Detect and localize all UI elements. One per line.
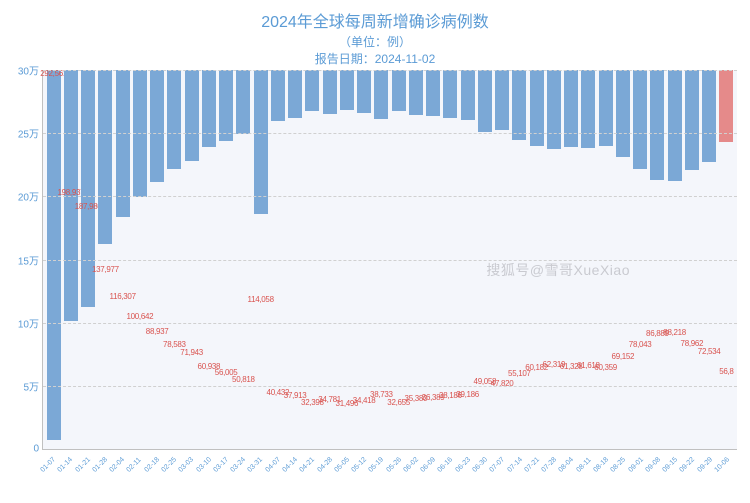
x-axis-labels: 01-0701-1401-2101-2802-0402-1102-1802-25… xyxy=(42,450,737,498)
bar xyxy=(236,70,250,134)
y-axis-label: 25万 xyxy=(3,126,39,141)
bar xyxy=(305,70,319,111)
bar xyxy=(478,70,492,132)
bar xyxy=(685,70,699,170)
bar xyxy=(599,70,613,146)
bar xyxy=(443,70,457,118)
bar xyxy=(392,70,406,111)
bar xyxy=(271,70,285,121)
bar xyxy=(340,70,354,110)
bar xyxy=(116,70,130,217)
bar xyxy=(254,70,268,214)
bar xyxy=(374,70,388,119)
y-axis-label: 30万 xyxy=(3,63,39,78)
y-axis-label: 15万 xyxy=(3,252,39,267)
bar xyxy=(426,70,440,116)
bar xyxy=(185,70,199,161)
bar xyxy=(547,70,561,149)
bar xyxy=(357,70,371,113)
gridline xyxy=(43,133,737,134)
bar xyxy=(512,70,526,140)
bar xyxy=(495,70,509,130)
bar xyxy=(702,70,716,162)
bar xyxy=(409,70,423,115)
bar xyxy=(461,70,475,120)
chart-subtitle-date: 报告日期：2024-11-02 xyxy=(0,51,750,68)
bar xyxy=(616,70,630,157)
gridline xyxy=(43,70,737,71)
y-axis-label: 10万 xyxy=(3,315,39,330)
chart-header: 2024年全球每周新增确诊病例数 （单位：例） 报告日期：2024-11-02 xyxy=(0,12,750,68)
gridline xyxy=(43,260,737,261)
bar xyxy=(719,70,733,142)
bar xyxy=(219,70,233,141)
gridline xyxy=(43,386,737,387)
chart-plot-area: 292,561198,937187,980137,977116,307100,6… xyxy=(42,70,737,450)
bar xyxy=(167,70,181,169)
chart-subtitle-unit: （单位：例） xyxy=(0,34,750,51)
bar xyxy=(202,70,216,147)
y-axis-label: 5万 xyxy=(3,378,39,393)
bar xyxy=(668,70,682,181)
chart-container: 2024年全球每周新增确诊病例数 （单位：例） 报告日期：2024-11-02 … xyxy=(0,0,750,500)
bar xyxy=(633,70,647,169)
bar xyxy=(323,70,337,114)
bar xyxy=(530,70,544,146)
bar xyxy=(98,70,112,244)
bar xyxy=(650,70,664,180)
bar xyxy=(581,70,595,148)
chart-title: 2024年全球每周新增确诊病例数 xyxy=(0,12,750,34)
gridline xyxy=(43,196,737,197)
bar xyxy=(288,70,302,118)
y-axis-label: 20万 xyxy=(3,189,39,204)
bar xyxy=(564,70,578,147)
y-axis-label: 0 xyxy=(3,444,39,455)
gridline xyxy=(43,323,737,324)
bar xyxy=(47,70,61,440)
bar-value-label: 56,8 xyxy=(719,367,733,376)
bar xyxy=(150,70,164,182)
